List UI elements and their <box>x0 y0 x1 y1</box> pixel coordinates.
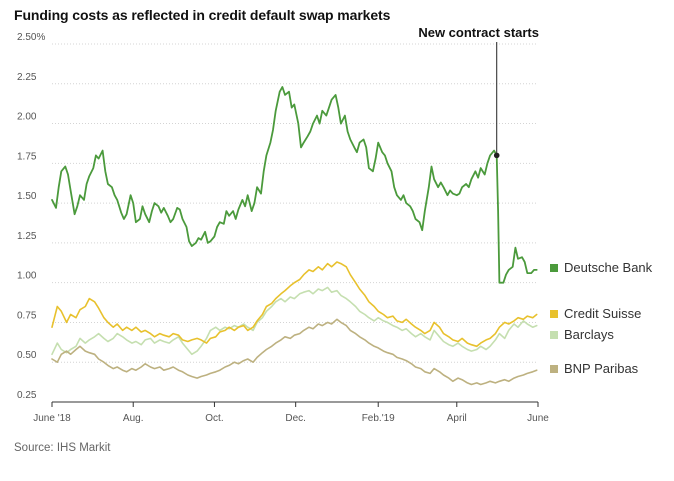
x-tick-label: June <box>527 413 549 424</box>
y-tick-label: 1.50 <box>17 191 37 202</box>
chart-title: Funding costs as reflected in credit def… <box>14 7 391 23</box>
new-contract-annotation: New contract starts <box>418 25 539 159</box>
series-line-credit-suisse <box>51 261 538 348</box>
x-tick-label: Oct. <box>205 413 223 424</box>
legend-swatch-credit-suisse <box>550 309 558 318</box>
x-axis: June '18 Aug. Oct. Dec. Feb.'19 April June <box>33 401 549 424</box>
y-tick-label: 0.75 <box>17 310 37 321</box>
x-tick-label: June '18 <box>33 413 71 424</box>
legend-deutsche-bank: Deutsche Bank <box>550 260 652 275</box>
annotation-dot <box>493 152 500 159</box>
legend-label-barclays: Barclays <box>564 327 614 342</box>
y-tick-label: 2.00 <box>17 112 37 123</box>
legend-label-credit-suisse: Credit Suisse <box>564 306 642 321</box>
series-line-deutsche-bank <box>51 86 538 284</box>
series-line-bnp-paribas <box>51 318 538 386</box>
y-tick-label: 0.50 <box>17 350 37 361</box>
x-tick-label: April <box>447 413 467 424</box>
y-axis-ticks: 2.50% 2.25 2.00 1.75 1.50 1.25 1.00 0.75 0.50 0.2… <box>17 32 45 401</box>
legend-swatch-deutsche-bank <box>550 263 558 272</box>
legend-barclays: Barclays <box>550 327 614 342</box>
y-tick-label: 2.50% <box>17 32 45 43</box>
y-tick-label: 1.00 <box>17 271 37 282</box>
y-tick-label: 2.25 <box>17 72 37 83</box>
legend-swatch-barclays <box>550 330 558 339</box>
y-tick-label: 0.25 <box>17 390 37 401</box>
annotation-label: New contract starts <box>418 25 539 40</box>
legend-credit-suisse: Credit Suisse <box>550 306 641 321</box>
legend-bnp-paribas: BNP Paribas <box>550 361 638 376</box>
x-tick-label: Aug. <box>123 413 144 424</box>
series-line-barclays <box>51 286 538 356</box>
series-lines <box>51 86 538 386</box>
y-tick-label: 1.75 <box>17 151 37 162</box>
y-tick-label: 1.25 <box>17 231 37 242</box>
x-tick-label: Feb.'19 <box>362 413 395 424</box>
legend-label-deutsche-bank: Deutsche Bank <box>564 260 653 275</box>
source-note: Source: IHS Markit <box>14 442 111 454</box>
legend-label-bnp-paribas: BNP Paribas <box>564 361 639 376</box>
x-tick-label: Dec. <box>285 413 306 424</box>
legend-swatch-bnp-paribas <box>550 364 558 373</box>
